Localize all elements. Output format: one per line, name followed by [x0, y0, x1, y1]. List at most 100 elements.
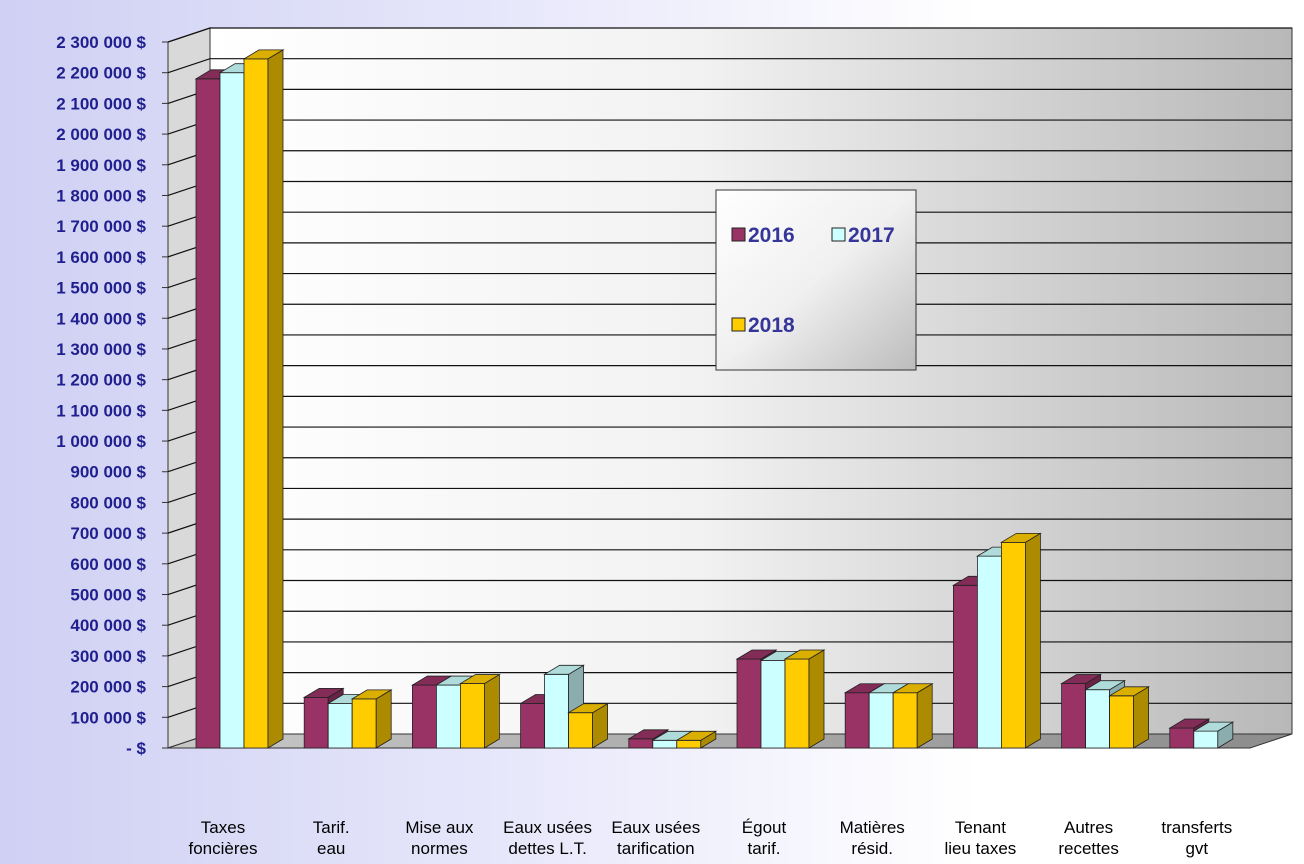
category-label: Eaux usées tarification	[611, 818, 700, 858]
category-label-line: dettes L.T.	[508, 839, 586, 858]
y-tick-label: 1 300 000 $	[56, 340, 146, 359]
bar-front	[568, 712, 593, 749]
bar-front	[544, 673, 569, 749]
category-label-line: eau	[317, 839, 345, 858]
series-2018-bar	[567, 702, 610, 749]
series-2018-bar	[458, 673, 501, 749]
bar-front	[1169, 727, 1195, 749]
y-tick-label: 2 100 000 $	[56, 94, 146, 113]
category-label-line: lieu taxes	[944, 839, 1016, 858]
y-tick-label: 700 000 $	[70, 524, 146, 543]
bar-front	[784, 658, 810, 749]
bar-top	[458, 674, 501, 684]
bar-front	[1193, 730, 1219, 749]
bar-front	[1001, 541, 1026, 749]
bar-front	[351, 698, 377, 749]
gridline	[167, 27, 1292, 43]
category-label: transferts gvt	[1161, 818, 1232, 858]
series-2018-bar	[999, 532, 1042, 749]
y-tick-label: 2 200 000 $	[56, 64, 146, 83]
y-tick-label: 1 100 000 $	[56, 401, 146, 420]
y-tick-label: 300 000 $	[70, 647, 146, 666]
bar-front	[868, 692, 894, 749]
bar-front	[195, 78, 221, 749]
y-tick-label: 1 700 000 $	[56, 217, 146, 236]
bar-top	[1192, 721, 1235, 732]
bar-top	[891, 683, 934, 694]
y-tick-label: 1 900 000 $	[56, 156, 146, 175]
bar-top	[783, 649, 826, 660]
bar-top	[735, 649, 778, 660]
legend-swatch	[831, 227, 846, 242]
bar-front	[977, 555, 1002, 749]
category-label-line: Eaux usées	[611, 818, 700, 837]
category-label: Mise aux normes	[405, 818, 474, 858]
legend: 2016 2017 2018	[715, 189, 917, 371]
bar-side	[267, 49, 284, 749]
legend-swatch	[731, 227, 746, 242]
bar-side	[916, 683, 933, 749]
category-label: Autres recettes	[1058, 818, 1118, 858]
bar-front	[411, 684, 437, 749]
bar-top	[242, 49, 285, 60]
category-label-line: Autres	[1064, 818, 1113, 837]
category-label-line: Tenant	[955, 818, 1006, 837]
category-label-line: tarification	[617, 839, 694, 858]
bar-front	[459, 683, 485, 749]
category-label: Tenant lieu taxes	[944, 818, 1016, 858]
category-label-line: Égout	[742, 818, 787, 837]
y-tick-label: - $	[126, 739, 146, 758]
category-label: Égout tarif.	[742, 818, 787, 858]
y-tick-label: 1 000 000 $	[56, 432, 146, 451]
bar-side	[808, 649, 825, 749]
series-2018-bar	[1108, 686, 1151, 749]
y-tick-label: 1 400 000 $	[56, 309, 146, 328]
category-label-line: normes	[411, 839, 468, 858]
category-label-line: Mise aux	[405, 818, 474, 837]
category-label-line: tarif.	[747, 839, 780, 858]
bar-top	[350, 689, 393, 700]
series-2018-bar	[242, 49, 285, 749]
y-tick-label: 1 800 000 $	[56, 186, 146, 205]
category-label: Tarif. eau	[313, 818, 350, 858]
category-label: Eaux usées dettes L.T.	[503, 818, 592, 858]
y-tick-label: 1 600 000 $	[56, 248, 146, 267]
series-2018-bar	[783, 649, 826, 749]
bar-side	[375, 689, 392, 749]
bar-front	[303, 696, 329, 749]
category-label-line: résid.	[851, 839, 893, 858]
bar-front	[520, 703, 545, 749]
bar-front	[736, 658, 762, 749]
y-tick-label: 1 500 000 $	[56, 279, 146, 298]
category-label-line: recettes	[1058, 839, 1118, 858]
category-label-line: Matières	[840, 818, 905, 837]
y-tick-label: 800 000 $	[70, 493, 146, 512]
bar-top	[1084, 680, 1127, 691]
category-label: Matières résid.	[840, 818, 905, 858]
category-label-line: transferts	[1161, 818, 1232, 837]
gridline	[167, 58, 1292, 74]
bar-front	[953, 584, 978, 749]
y-tick-label: 2 000 000 $	[56, 125, 146, 144]
bar-side	[483, 673, 500, 749]
category-label-line: Eaux usées	[503, 818, 592, 837]
category-label-line: gvt	[1185, 839, 1208, 858]
bar-side	[1025, 532, 1041, 749]
bar-front	[243, 58, 269, 749]
bar-front	[1085, 689, 1110, 749]
bar-front	[219, 72, 245, 749]
bar-front	[1061, 683, 1086, 749]
y-tick-label: 200 000 $	[70, 678, 146, 697]
bar-front	[676, 739, 702, 749]
bar-front	[628, 738, 654, 749]
bar-front	[844, 692, 870, 749]
back-wall	[209, 27, 1293, 735]
series-2017-bar	[1192, 721, 1235, 749]
bar-front	[652, 739, 678, 749]
legend-box	[715, 189, 917, 371]
bar-side	[1133, 686, 1149, 749]
bar-top	[675, 730, 718, 741]
category-label-line: foncières	[189, 839, 258, 858]
